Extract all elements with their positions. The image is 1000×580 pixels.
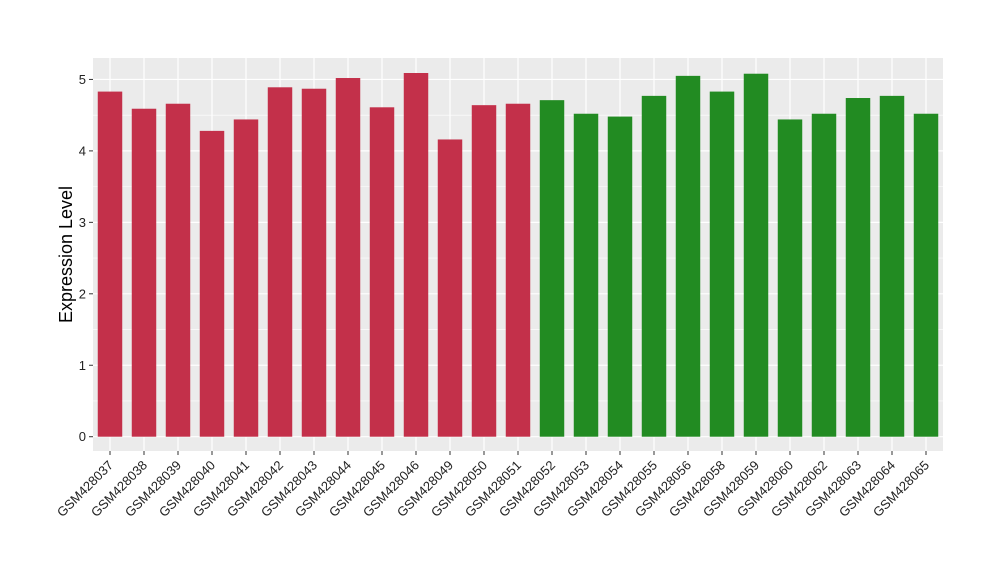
bar-GSM428039 [165,103,191,437]
bar-GSM428062 [811,113,837,437]
y-tick-label: 4 [79,143,86,158]
bar-GSM428037 [97,91,123,437]
bar-GSM428049 [437,139,463,437]
bars [97,73,939,437]
bar-GSM428060 [777,119,803,437]
bar-GSM428050 [471,105,497,437]
bar-GSM428053 [573,113,599,437]
y-axis: 0 1 2 3 4 5 [79,72,93,444]
bar-GSM428064 [879,95,905,437]
bar-GSM428042 [267,87,293,437]
bar-GSM428051 [505,103,531,437]
bar-GSM428044 [335,78,361,437]
bar-GSM428046 [403,73,429,437]
bar-GSM428045 [369,107,395,437]
y-tick-label: 3 [79,215,86,230]
x-axis: GSM428037GSM428038GSM428039GSM428040GSM4… [54,451,932,520]
bar-GSM428058 [709,91,735,437]
y-tick-label: 1 [79,358,86,373]
bar-GSM428063 [845,98,871,437]
y-tick-label: 5 [79,72,86,87]
bar-GSM428038 [131,108,157,437]
bar-GSM428052 [539,100,565,437]
bar-GSM428041 [233,119,259,437]
bar-GSM428059 [743,73,769,437]
bar-GSM428056 [675,75,701,437]
bar-GSM428055 [641,95,667,437]
bar-GSM428043 [301,88,327,437]
y-tick-label: 0 [79,429,86,444]
y-axis-title: Expression Level [56,186,76,323]
y-tick-label: 2 [79,286,86,301]
bar-GSM428040 [199,130,225,437]
bar-GSM428065 [913,113,939,437]
bar-GSM428054 [607,116,633,437]
